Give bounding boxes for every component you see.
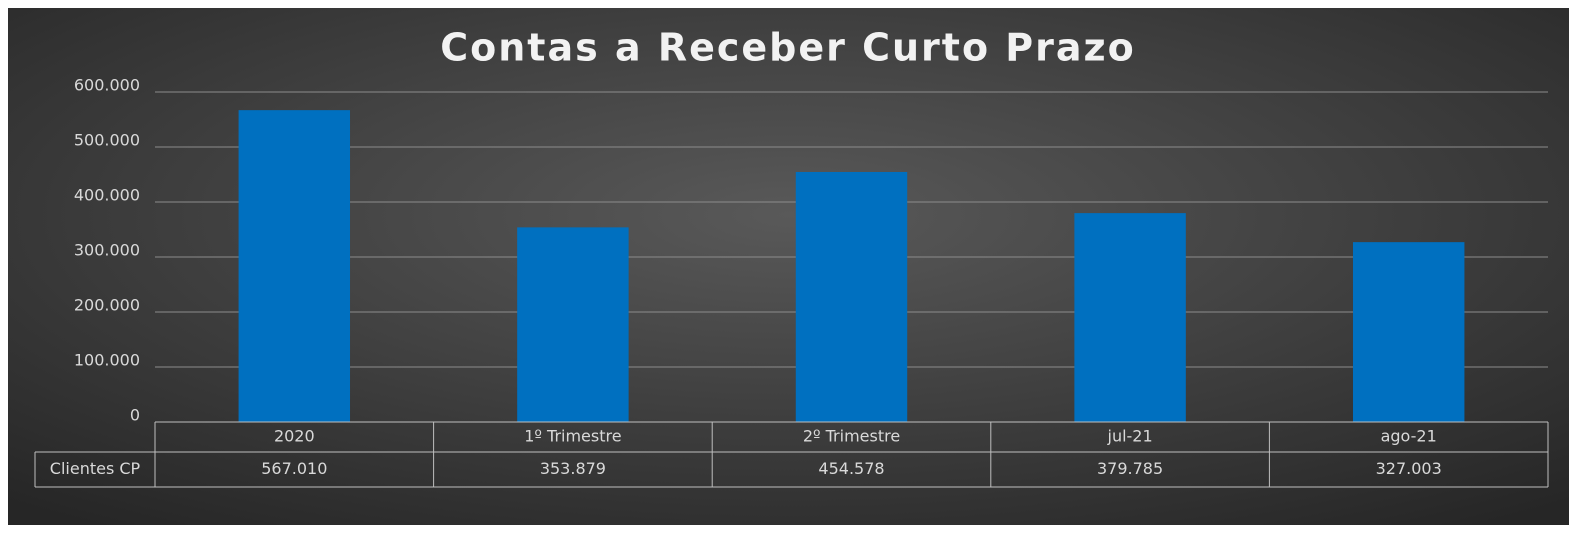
y-tick-label: 300.000 [74,241,140,260]
table-value: 454.578 [818,459,884,478]
bar [1074,213,1186,422]
bar [1352,242,1465,422]
x-tick-label: jul-21 [1107,427,1153,446]
x-tick-label: ago-21 [1381,427,1437,446]
x-tick-label: 2º Trimestre [803,427,900,446]
table-value: 379.785 [1097,459,1163,478]
table-value: 353.879 [540,459,606,478]
chart-title: Contas a Receber Curto Prazo [440,26,1136,70]
y-tick-label: 100.000 [74,351,140,370]
y-tick-label: 500.000 [74,131,140,150]
x-tick-label: 1º Trimestre [524,427,621,446]
y-tick-label: 0 [130,406,140,425]
bar [238,110,351,422]
bar [795,171,908,422]
x-tick-label: 2020 [274,427,315,446]
y-tick-label: 400.000 [74,186,140,205]
legend-label: Clientes CP [50,459,141,478]
bar [517,227,629,422]
table-value: 567.010 [261,459,327,478]
y-tick-label: 200.000 [74,296,140,315]
table-value: 327.003 [1376,459,1442,478]
y-tick-label: 600.000 [74,76,140,95]
